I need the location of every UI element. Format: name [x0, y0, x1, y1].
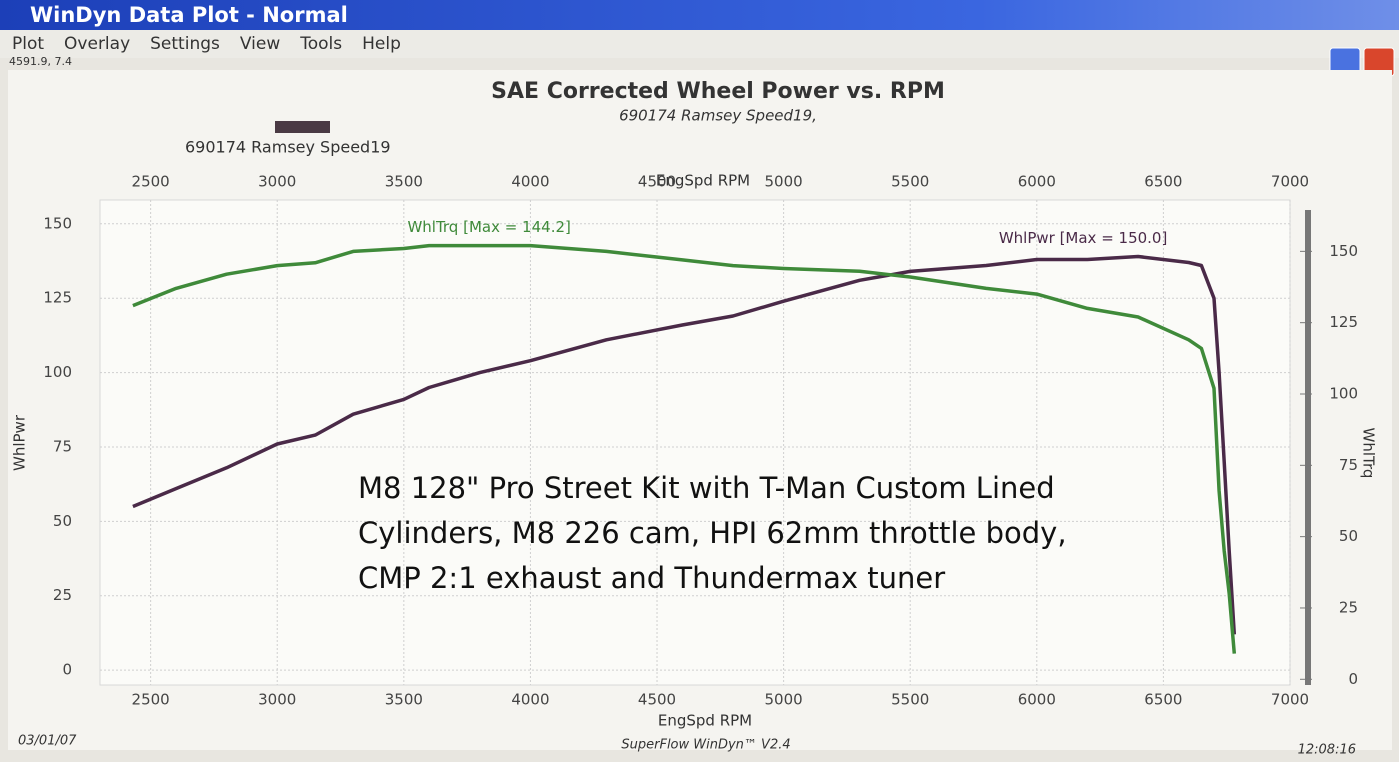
cursor-readout: 4591.9, 7.4: [9, 55, 72, 68]
x-tick-label-top: 4500: [638, 173, 676, 191]
x-tick-label-top: 4000: [511, 173, 549, 191]
y2-axis-label: WhlTrq: [1360, 428, 1378, 479]
x-tick-label: 6500: [1144, 691, 1182, 709]
menu-item[interactable]: Overlay: [64, 34, 130, 54]
footer-time: 12:08:16: [1298, 743, 1356, 758]
y2-tick-label: 25: [1339, 598, 1358, 616]
x-tick-label: 5500: [891, 691, 929, 709]
x-tick-label-top: 5500: [891, 173, 929, 191]
legend-swatch: [275, 121, 330, 133]
x-tick-label: 5000: [765, 691, 803, 709]
title-bar: [0, 0, 1399, 30]
series-label: WhlPwr [Max = 150.0]: [999, 229, 1168, 247]
x-tick-label: 4500: [638, 691, 676, 709]
y-axis-label: WhlPwr: [11, 414, 29, 471]
y2-tick-label: 75: [1339, 456, 1358, 474]
x-tick-label: 6000: [1018, 691, 1056, 709]
y2-tick-label: 0: [1348, 670, 1358, 688]
y2-tick-label: 150: [1329, 242, 1358, 260]
x-tick-label: 2500: [132, 691, 170, 709]
footer-date: 03/01/07: [18, 734, 77, 749]
plot: 2500250030003000350035004000400045004500…: [43, 173, 1358, 709]
series-line: [132, 243, 1237, 654]
footer-software: SuperFlow WinDyn™ V2.4: [621, 738, 790, 753]
chart-subtitle: 690174 Ramsey Speed19,: [619, 107, 817, 125]
x-tick-label-top: 6000: [1018, 173, 1056, 191]
x-tick-label-top: 3000: [258, 173, 296, 191]
y2-tick-label: 100: [1329, 385, 1358, 403]
y-tick-label: 75: [53, 437, 72, 455]
plot-area: [99, 199, 1291, 686]
x-tick-label: 3500: [385, 691, 423, 709]
chart-title: SAE Corrected Wheel Power vs. RPM: [491, 79, 945, 104]
y-tick-label: 100: [43, 363, 72, 381]
menu: Plot Overlay Settings View Tools Help: [12, 34, 401, 54]
y-tick-label: 50: [53, 512, 72, 530]
y-tick-label: 0: [62, 661, 72, 679]
annotation: CMP 2:1 exhaust and Thundermax tuner: [358, 561, 945, 595]
y-tick-label: 150: [43, 214, 72, 232]
y-tick-label: 25: [53, 586, 72, 604]
x-tick-label-top: 2500: [132, 173, 170, 191]
menu-item[interactable]: Settings: [150, 34, 220, 54]
x-tick-label-top: 7000: [1271, 173, 1309, 191]
menu-item[interactable]: Tools: [299, 34, 342, 54]
menu-bar: [0, 30, 1399, 58]
x-axis-label-top: EngSpd RPM: [656, 172, 750, 190]
y2-tick-label: 50: [1339, 527, 1358, 545]
menu-item[interactable]: View: [240, 34, 280, 54]
series-label: WhlTrq [Max = 144.2]: [407, 218, 570, 236]
x-tick-label: 3000: [258, 691, 296, 709]
legend-entry: 690174 Ramsey Speed19: [185, 138, 391, 157]
series-line: [132, 254, 1237, 635]
annotation: M8 128" Pro Street Kit with T-Man Custom…: [358, 471, 1055, 505]
x-tick-label-top: 3500: [385, 173, 423, 191]
x-tick-label-top: 6500: [1144, 173, 1182, 191]
x-axis-label: EngSpd RPM: [658, 712, 752, 730]
menu-item[interactable]: Help: [362, 34, 401, 54]
window-title: WinDyn Data Plot - Normal: [30, 3, 348, 27]
x-tick-label: 4000: [511, 691, 549, 709]
x-tick-label: 7000: [1271, 691, 1309, 709]
y-tick-label: 125: [43, 289, 72, 307]
y2-tick-label: 125: [1329, 313, 1358, 331]
x-tick-label-top: 5000: [765, 173, 803, 191]
menu-item[interactable]: Plot: [12, 34, 44, 54]
annotation: Cylinders, M8 226 cam, HPI 62mm throttle…: [358, 516, 1067, 550]
